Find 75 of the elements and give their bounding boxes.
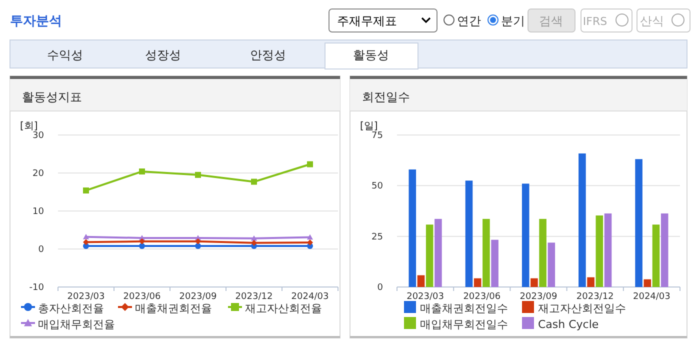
bar xyxy=(635,159,642,287)
text: 산식 xyxy=(640,14,664,28)
point xyxy=(251,178,257,185)
point xyxy=(251,235,257,241)
x-tick-label: 2023/09 xyxy=(520,292,558,302)
bar xyxy=(578,153,586,287)
bar xyxy=(596,215,604,287)
point xyxy=(307,234,313,240)
text: 활동성 xyxy=(353,48,389,62)
x-tick-label: 2023/06 xyxy=(123,292,161,302)
legend-label: 매입채무회전일수 xyxy=(420,318,508,331)
point xyxy=(139,168,145,174)
point xyxy=(83,187,89,194)
x-tick-label: 2023/06 xyxy=(463,292,501,302)
legend-label: 재고자산회전율 xyxy=(245,302,322,315)
bar xyxy=(548,242,556,287)
y-tick-label: 75 xyxy=(372,131,383,141)
y-axis-title: [회] xyxy=(20,121,38,132)
legend-label: 매출채권회전율 xyxy=(135,302,212,315)
text: 투자분석 xyxy=(10,14,62,29)
text: 분기 xyxy=(501,14,525,28)
bar xyxy=(644,279,652,287)
x-tick-label: 2023/09 xyxy=(179,292,217,302)
y-tick-label: -10 xyxy=(29,283,44,293)
x-tick-label: 2024/03 xyxy=(633,292,670,302)
y-tick-label: 50 xyxy=(372,182,384,192)
y-axis-title: [일] xyxy=(360,121,378,132)
point xyxy=(195,238,201,244)
bar xyxy=(465,180,473,287)
chart-title: 활동성지표 xyxy=(22,90,82,104)
legend-label: 재고자산회전일수 xyxy=(538,302,626,315)
bar xyxy=(652,224,660,287)
legend-label: Cash Cycle xyxy=(538,318,599,331)
y-tick-label: 30 xyxy=(32,131,44,141)
bar xyxy=(491,240,498,287)
point xyxy=(307,161,313,168)
bar xyxy=(660,213,668,287)
text: 수익성 xyxy=(47,48,83,62)
point xyxy=(251,240,257,246)
bar xyxy=(530,278,538,287)
bar xyxy=(434,218,442,287)
point xyxy=(195,242,201,249)
point xyxy=(139,242,145,249)
bar xyxy=(522,184,530,287)
legend-label: 매출채권회전일수 xyxy=(420,302,508,315)
x-tick-label: 2023/03 xyxy=(406,292,444,302)
point xyxy=(195,172,201,178)
bar xyxy=(426,224,434,287)
x-tick-label: 2024/03 xyxy=(291,292,329,302)
bar xyxy=(482,218,490,287)
y-tick-label: 0 xyxy=(377,283,384,293)
y-tick-label: 10 xyxy=(32,207,44,217)
text: 성장성 xyxy=(145,48,181,62)
bar xyxy=(417,275,425,287)
bar xyxy=(408,169,416,287)
bar xyxy=(604,213,612,287)
point xyxy=(139,238,145,244)
text: IFRS xyxy=(582,15,608,28)
x-tick-label: 2023/12 xyxy=(576,292,614,302)
legend-label: 매입채무회전율 xyxy=(38,318,115,331)
chart-title: 회전일수 xyxy=(362,90,410,104)
x-tick-label: 2023/03 xyxy=(67,292,105,302)
bar xyxy=(539,218,546,287)
legend-label: 총자산회전율 xyxy=(38,302,104,315)
text: 연간 xyxy=(457,14,481,28)
text: 안정성 xyxy=(250,48,286,62)
y-tick-label: 0 xyxy=(38,245,44,255)
bar xyxy=(474,278,482,287)
point xyxy=(83,239,89,246)
y-tick-label: 20 xyxy=(32,169,44,179)
y-tick-label: 25 xyxy=(372,232,383,242)
bar xyxy=(587,277,594,287)
text: 검색 xyxy=(539,14,563,28)
x-tick-label: 2023/12 xyxy=(235,292,273,302)
text: 주재무제표 xyxy=(337,14,397,28)
